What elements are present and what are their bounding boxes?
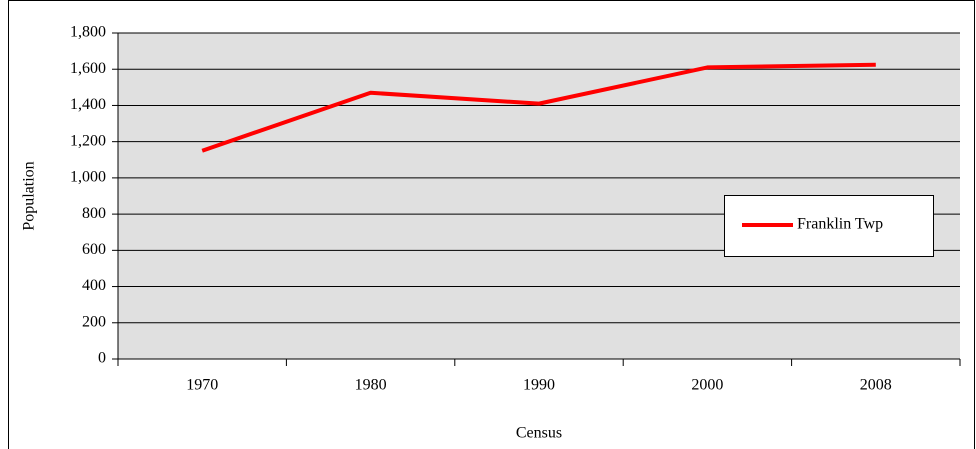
y-tick-label: 0	[98, 350, 106, 367]
y-tick-label: 1,600	[70, 60, 106, 77]
x-tick-label: 1980	[355, 377, 387, 394]
x-axis-title: Census	[516, 425, 562, 442]
y-tick-label: 1,800	[70, 24, 106, 41]
y-tick-label: 1,000	[70, 169, 106, 186]
y-tick-label: 200	[82, 313, 106, 330]
y-tick-label: 400	[82, 277, 106, 294]
x-tick-label: 2008	[860, 377, 892, 394]
y-axis-title: Population	[21, 161, 38, 230]
y-tick-label: 600	[82, 241, 106, 258]
x-tick-label: 2000	[691, 377, 723, 394]
y-tick-label: 1,200	[70, 132, 106, 149]
y-tick-label: 800	[82, 205, 106, 222]
legend-label: Franklin Twp	[797, 216, 883, 233]
series-line	[201, 62, 876, 153]
x-tick-label: 1970	[186, 377, 218, 394]
x-tick-label: 1990	[523, 377, 555, 394]
y-tick-label: 1,400	[70, 96, 106, 113]
